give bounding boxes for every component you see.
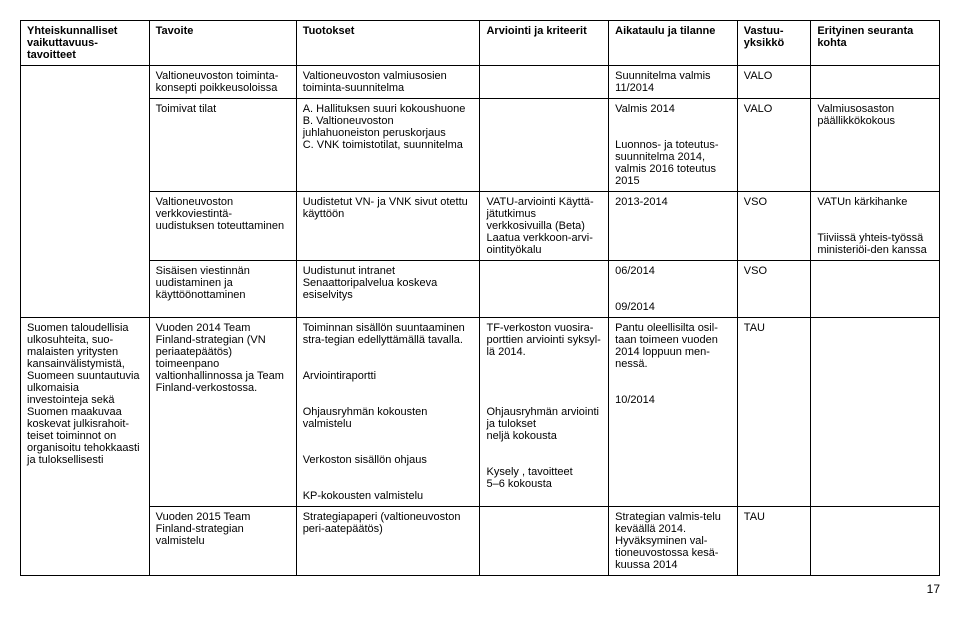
cell-c1-blank bbox=[21, 66, 150, 318]
cell: Valmis 2014Luonnos- ja toteutus-suunnite… bbox=[609, 99, 738, 192]
cell bbox=[480, 66, 609, 99]
header-c3: Tuotokset bbox=[296, 21, 480, 66]
header-c2: Tavoite bbox=[149, 21, 296, 66]
page-number: 17 bbox=[20, 582, 940, 596]
header-c6: Vastuu-yksikkö bbox=[737, 21, 811, 66]
cell: Strategian valmis-telu keväällä 2014. Hy… bbox=[609, 507, 738, 576]
cell: Valtioneuvoston valmiusosien toiminta-su… bbox=[296, 66, 480, 99]
header-c4: Arviointi ja kriteerit bbox=[480, 21, 609, 66]
table-row: Sisäisen viestinnän uudistaminen ja käyt… bbox=[21, 261, 940, 318]
cell bbox=[811, 261, 940, 318]
cell: Uudistetut VN- ja VNK sivut otettu käytt… bbox=[296, 192, 480, 261]
cell: Strategiapaperi (valtioneuvoston peri-aa… bbox=[296, 507, 480, 576]
cell: Valtioneuvoston verkkoviestintä-uudistuk… bbox=[149, 192, 296, 261]
cell: VATUn kärkihankeTiiviissä yhteis-työssä … bbox=[811, 192, 940, 261]
cell bbox=[480, 261, 609, 318]
cell: VALO bbox=[737, 66, 811, 99]
cell: Sisäisen viestinnän uudistaminen ja käyt… bbox=[149, 261, 296, 318]
header-c5: Aikataulu ja tilanne bbox=[609, 21, 738, 66]
cell: Suunnitelma valmis 11/2014 bbox=[609, 66, 738, 99]
cell: A. Hallituksen suuri kokoushuoneB. Valti… bbox=[296, 99, 480, 192]
header-row: Yhteiskunnalliset vaikuttavuus-tavoittee… bbox=[21, 21, 940, 66]
cell bbox=[811, 318, 940, 507]
header-c1: Yhteiskunnalliset vaikuttavuus-tavoittee… bbox=[21, 21, 150, 66]
table-row: Valtioneuvoston toiminta-konsepti poikke… bbox=[21, 66, 940, 99]
cell bbox=[811, 507, 940, 576]
cell: Toiminnan sisällön suuntaaminen stra-teg… bbox=[296, 318, 480, 507]
cell: VATU-arviointi Käyttä-jätutkimus verkkos… bbox=[480, 192, 609, 261]
cell: 2013-2014 bbox=[609, 192, 738, 261]
cell: Suomen taloudellisia ulkosuhteita, suo-m… bbox=[21, 318, 150, 576]
main-table: Yhteiskunnalliset vaikuttavuus-tavoittee… bbox=[20, 20, 940, 576]
cell: VSO bbox=[737, 261, 811, 318]
cell: Vuoden 2015 Team Finland-strategian valm… bbox=[149, 507, 296, 576]
cell: TAU bbox=[737, 318, 811, 507]
table-row: Toimivat tilat A. Hallituksen suuri koko… bbox=[21, 99, 940, 192]
table-row: Vuoden 2015 Team Finland-strategian valm… bbox=[21, 507, 940, 576]
cell bbox=[811, 66, 940, 99]
table-row: Valtioneuvoston verkkoviestintä-uudistuk… bbox=[21, 192, 940, 261]
header-c7: Erityinen seuranta kohta bbox=[811, 21, 940, 66]
cell: VSO bbox=[737, 192, 811, 261]
cell: Valtioneuvoston toiminta-konsepti poikke… bbox=[149, 66, 296, 99]
cell: Pantu oleellisilta osil-taan toimeen vuo… bbox=[609, 318, 738, 507]
cell: Toimivat tilat bbox=[149, 99, 296, 192]
cell: TF-verkoston vuosira-porttien arviointi … bbox=[480, 318, 609, 507]
cell: 06/201409/2014 bbox=[609, 261, 738, 318]
cell bbox=[480, 99, 609, 192]
cell bbox=[480, 507, 609, 576]
cell: TAU bbox=[737, 507, 811, 576]
cell: Valmiusosaston päällikkökokous bbox=[811, 99, 940, 192]
cell: Vuoden 2014 Team Finland-strategian (VN … bbox=[149, 318, 296, 507]
cell: VALO bbox=[737, 99, 811, 192]
table-row: Suomen taloudellisia ulkosuhteita, suo-m… bbox=[21, 318, 940, 507]
cell: Uudistunut intranetSenaattoripalvelua ko… bbox=[296, 261, 480, 318]
